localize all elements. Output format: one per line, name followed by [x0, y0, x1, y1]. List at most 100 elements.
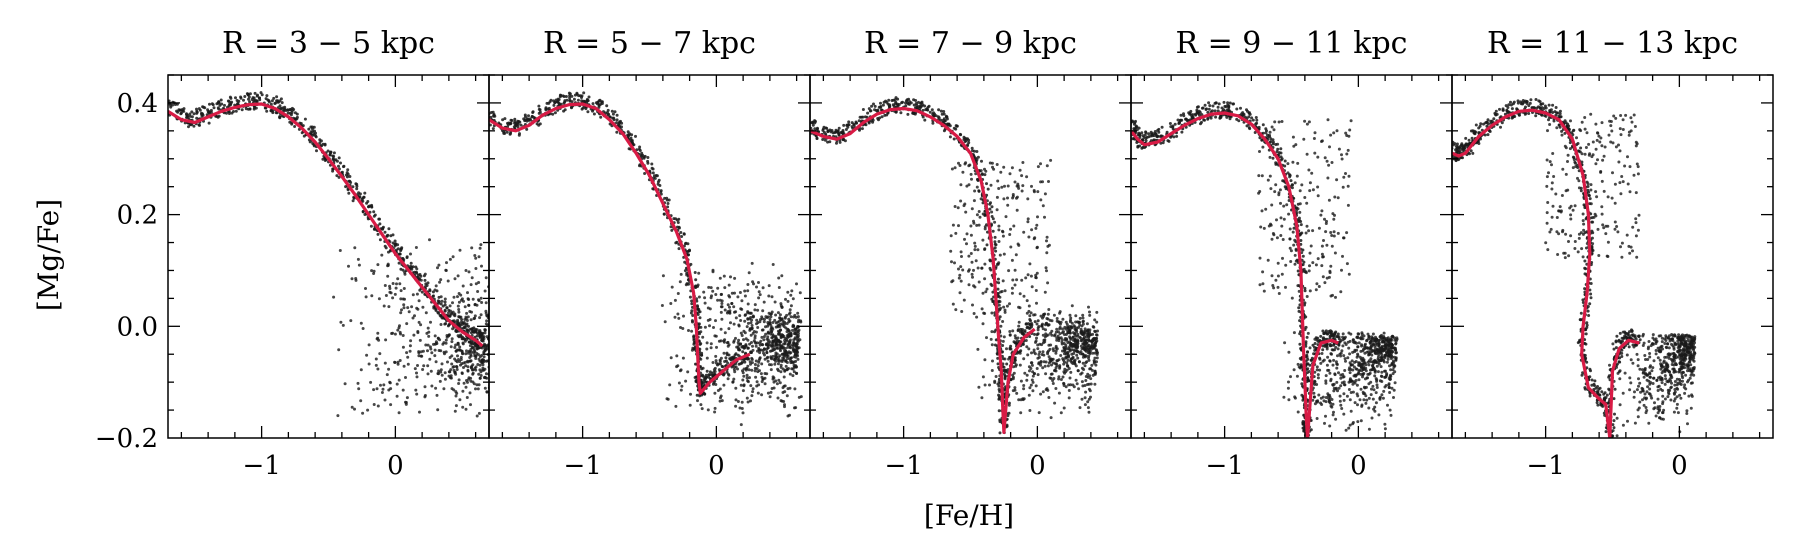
data-point	[1061, 357, 1064, 360]
data-point	[990, 184, 993, 187]
data-point	[1009, 246, 1012, 249]
data-point	[402, 389, 405, 392]
data-point	[491, 340, 494, 343]
data-point	[568, 99, 571, 102]
data-point	[377, 233, 380, 236]
data-point	[963, 204, 966, 207]
data-point	[278, 116, 281, 119]
data-point	[451, 327, 454, 330]
data-point	[669, 302, 672, 305]
data-point	[459, 364, 462, 367]
data-point	[1051, 373, 1054, 376]
data-point	[639, 149, 642, 152]
data-point	[1063, 342, 1066, 345]
data-point	[998, 240, 1001, 243]
data-point	[748, 376, 751, 379]
data-point	[812, 124, 815, 127]
data-point	[1047, 350, 1050, 353]
data-point	[612, 113, 615, 116]
data-point	[1003, 335, 1006, 338]
data-point	[768, 284, 771, 287]
data-point	[1008, 330, 1011, 333]
data-point	[475, 366, 478, 369]
data-point	[596, 101, 599, 104]
data-point	[482, 363, 485, 366]
data-point	[453, 313, 456, 316]
data-point	[997, 228, 1000, 231]
data-point	[1063, 368, 1066, 371]
data-point	[722, 384, 725, 387]
data-point	[792, 316, 795, 319]
data-point	[748, 368, 751, 371]
data-point	[996, 208, 999, 211]
data-point	[990, 283, 993, 286]
data-point	[786, 394, 789, 397]
data-point	[476, 290, 479, 293]
data-point	[1068, 396, 1071, 399]
data-point	[732, 378, 735, 381]
data-point	[652, 168, 655, 171]
data-point	[1362, 398, 1365, 401]
data-point	[694, 271, 697, 274]
data-point	[960, 255, 963, 258]
data-point	[913, 104, 916, 107]
data-point	[751, 345, 754, 348]
data-point	[767, 360, 770, 363]
data-point	[449, 368, 452, 371]
data-point	[968, 183, 971, 186]
data-point	[1028, 409, 1031, 412]
data-point	[977, 267, 980, 270]
data-point	[449, 304, 452, 307]
data-point	[813, 127, 816, 130]
data-point	[361, 412, 364, 415]
data-point	[768, 363, 771, 366]
data-point	[789, 308, 792, 311]
data-point	[711, 290, 714, 293]
data-point	[980, 267, 983, 270]
data-point	[463, 382, 466, 385]
data-point	[498, 321, 501, 324]
data-point	[377, 339, 380, 342]
data-point	[1004, 375, 1007, 378]
data-point	[999, 254, 1002, 257]
data-point	[409, 339, 412, 342]
data-point	[979, 216, 982, 219]
data-point	[1044, 291, 1047, 294]
data-point	[368, 205, 371, 208]
data-point	[791, 374, 794, 377]
data-point	[1058, 337, 1061, 340]
data-point	[465, 408, 468, 411]
data-point	[724, 356, 727, 359]
data-point	[990, 211, 993, 214]
data-point	[492, 111, 495, 114]
data-point	[1066, 351, 1069, 354]
data-point	[671, 286, 674, 289]
data-point	[190, 123, 193, 126]
data-point	[997, 288, 1000, 291]
data-point	[392, 282, 395, 285]
data-point	[734, 337, 737, 340]
data-point	[782, 320, 785, 323]
data-point	[1025, 379, 1028, 382]
data-point	[756, 367, 759, 370]
data-point	[771, 326, 774, 329]
data-point	[1337, 371, 1340, 374]
data-point	[912, 98, 915, 101]
data-point	[729, 321, 732, 324]
data-point	[752, 332, 755, 335]
data-point	[679, 369, 682, 372]
data-point	[396, 329, 399, 332]
data-point	[727, 374, 730, 377]
data-point	[1071, 362, 1074, 365]
data-point	[425, 311, 428, 314]
data-point	[1349, 371, 1352, 374]
data-point	[794, 328, 797, 331]
data-point	[459, 249, 462, 252]
data-point	[1287, 398, 1290, 401]
data-point	[463, 337, 466, 340]
data-point	[296, 113, 299, 116]
data-point	[988, 203, 991, 206]
data-point	[339, 249, 342, 252]
data-point	[368, 363, 371, 366]
data-point	[479, 377, 482, 380]
